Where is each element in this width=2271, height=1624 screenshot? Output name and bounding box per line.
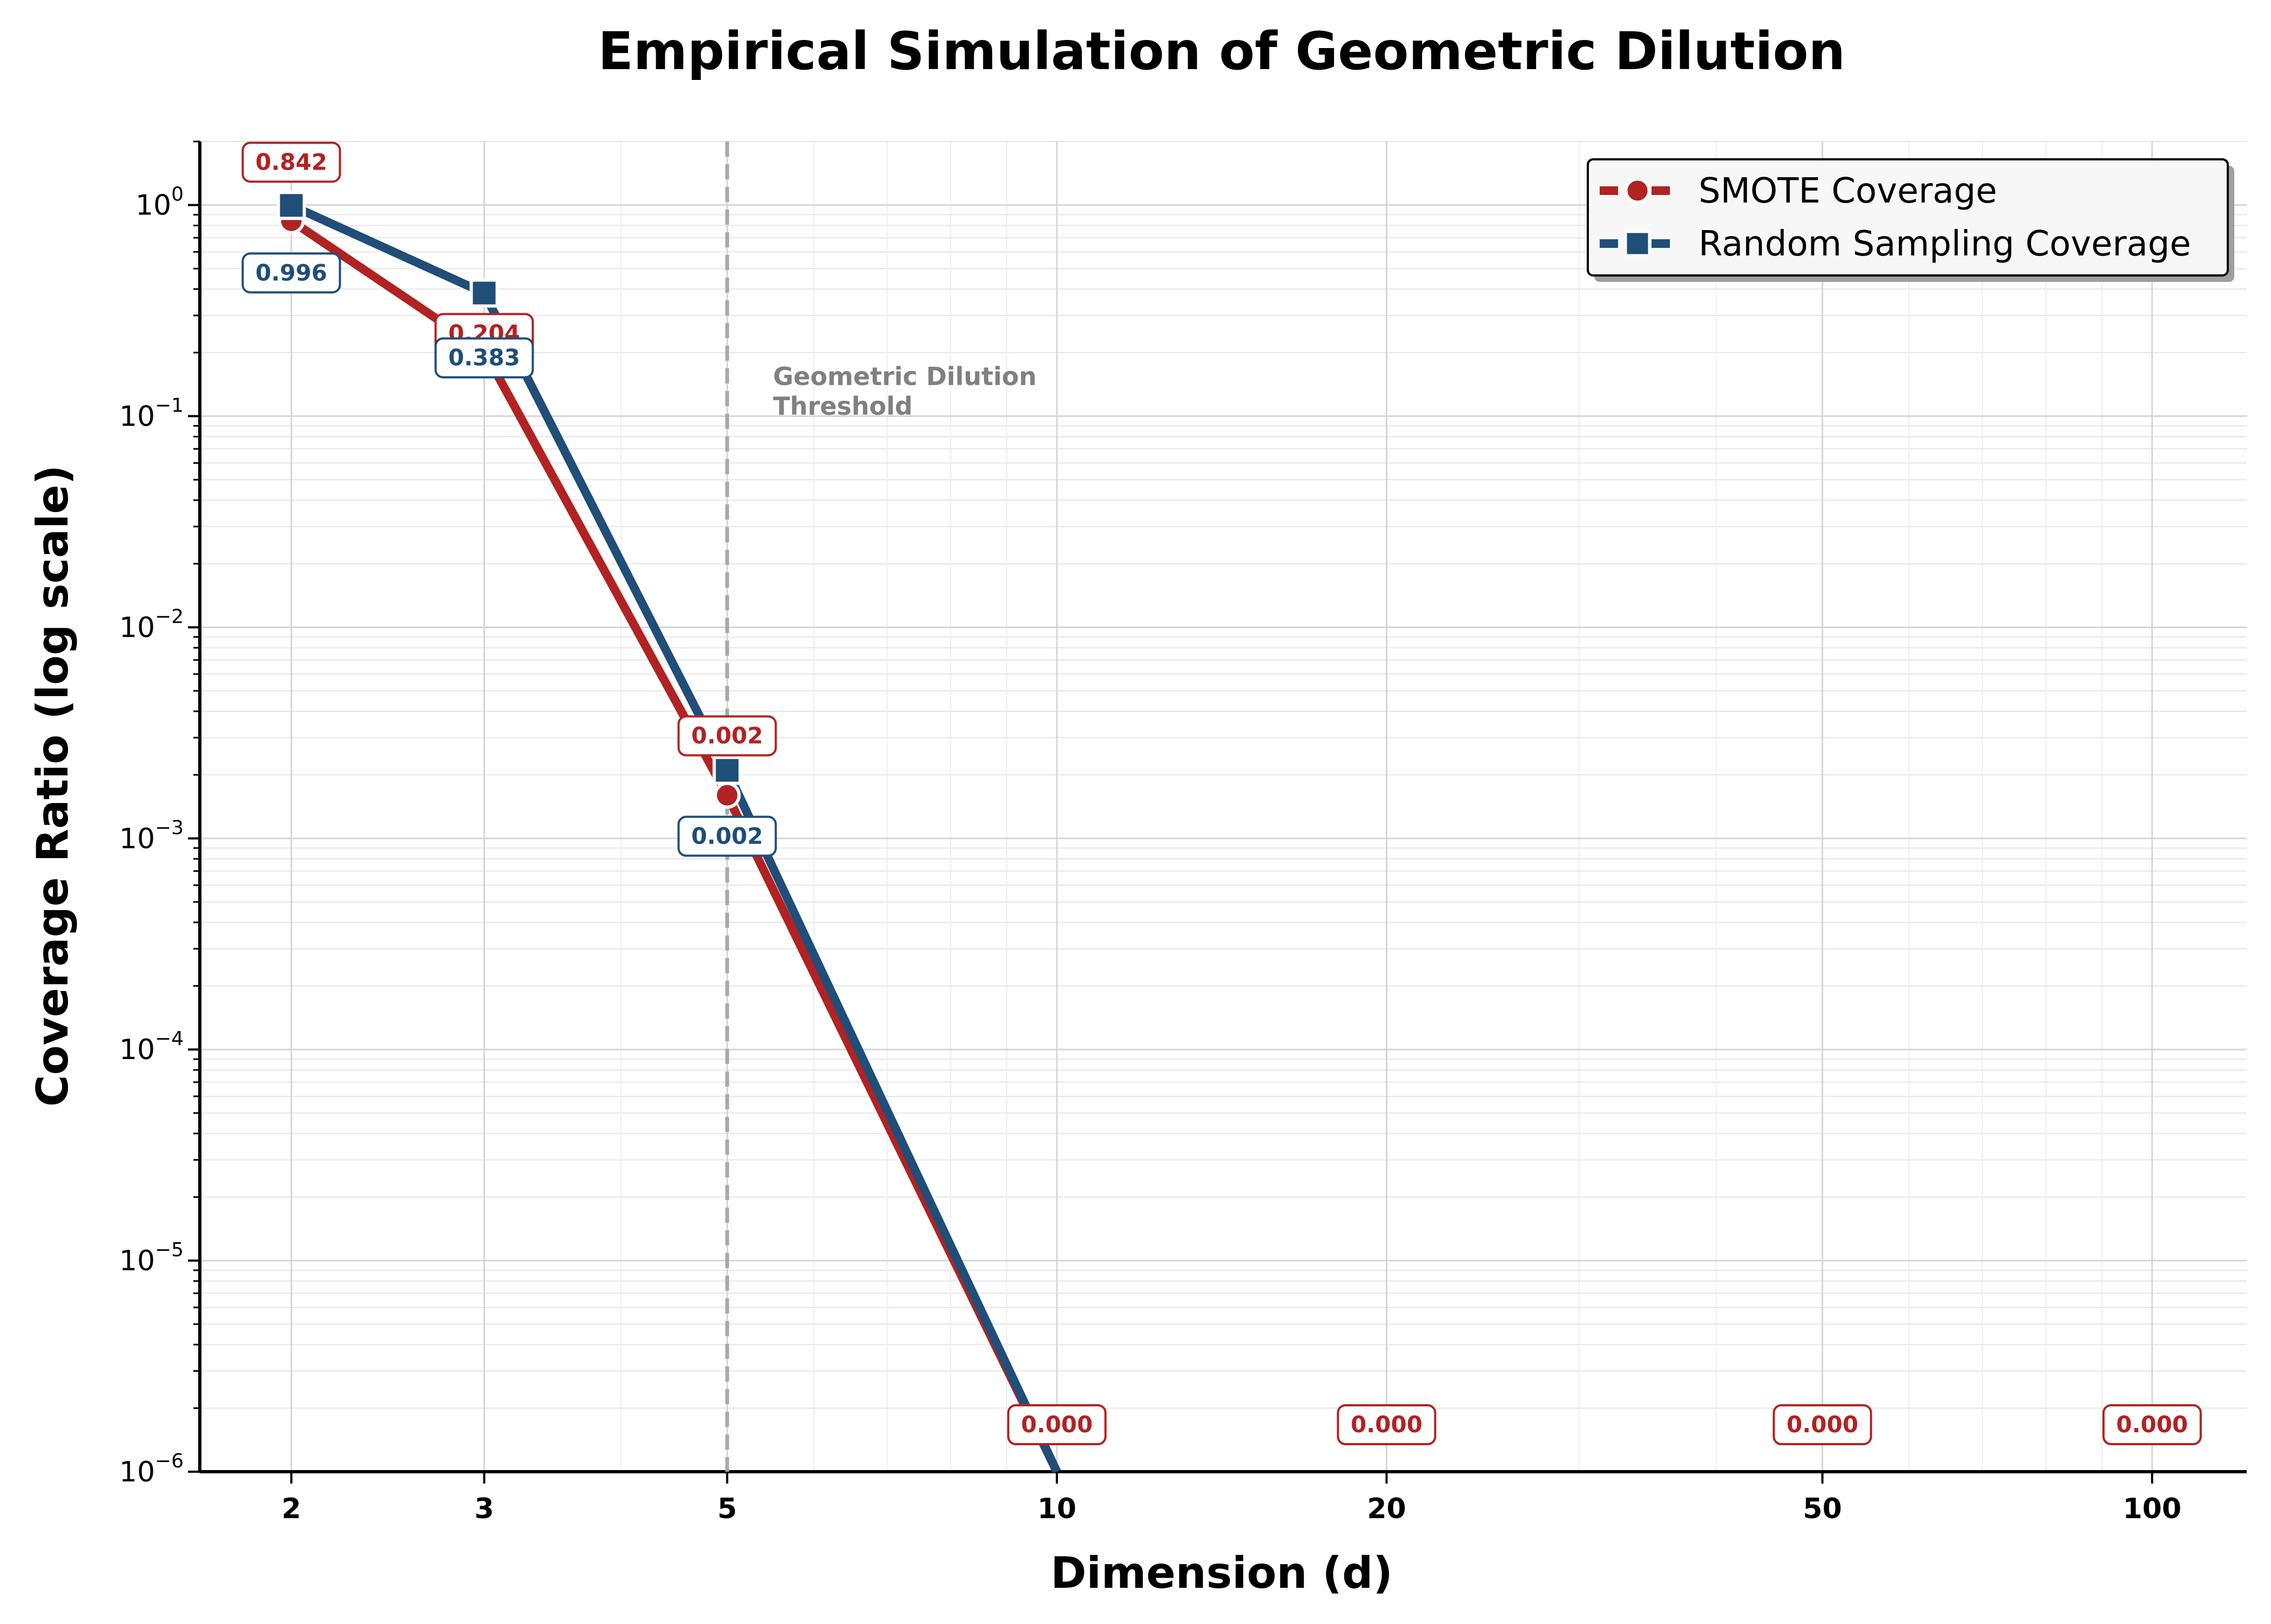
series-line: [288, 217, 1061, 1474]
legend-marker-square: [1624, 230, 1651, 257]
x-tick-label: 50: [1803, 1493, 1842, 1525]
data-label: 0.842: [255, 149, 327, 175]
data-label-box: [1337, 1404, 1437, 1445]
x-tick-label: 2: [281, 1493, 301, 1525]
data-label-box: [434, 337, 534, 379]
x-tick-label: 100: [2123, 1493, 2182, 1525]
y-tick-label: 10−2: [119, 605, 184, 644]
series-marker-square: [712, 756, 742, 785]
y-tick-label: 100: [136, 184, 184, 222]
data-label: 0.000: [2116, 1411, 2188, 1438]
legend-box: [1587, 158, 2229, 277]
x-tick-label: 10: [1037, 1493, 1076, 1525]
data-label: 0.383: [448, 345, 520, 371]
data-label-box: [677, 715, 777, 757]
data-label: 0.002: [691, 823, 763, 849]
data-label: 0.002: [691, 723, 763, 749]
x-tick-label: 3: [474, 1493, 494, 1525]
data-label-box: [1773, 1404, 1872, 1445]
series-marker-square: [277, 191, 306, 220]
data-label-box: [2102, 1404, 2202, 1445]
x-axis-label: Dimension (d): [1050, 1548, 1393, 1598]
x-tick-label: 20: [1367, 1493, 1406, 1525]
data-label: 0.000: [1351, 1411, 1423, 1438]
legend-entry-label: Random Sampling Coverage: [1699, 224, 2191, 264]
y-tick-label: 10−1: [119, 395, 184, 433]
series-marker-circle: [713, 781, 741, 809]
legend: SMOTE Coverage Random Sampling Coverage: [1587, 158, 2234, 282]
y-axis-label: Coverage Ratio (log scale): [28, 465, 78, 1107]
threshold-label: Geometric Dilution: [773, 362, 1036, 391]
threshold-label: Threshold: [773, 392, 912, 421]
data-label: 0.000: [1021, 1411, 1093, 1438]
x-tick-label: 5: [717, 1493, 737, 1525]
y-tick-label: 10−5: [119, 1239, 184, 1277]
data-label: 0.996: [255, 259, 327, 286]
data-label-box: [1007, 1404, 1107, 1445]
legend-marker-circle: [1625, 178, 1650, 204]
data-label-box: [677, 816, 777, 857]
series-marker-square: [469, 278, 499, 308]
y-tick-label: 10−4: [119, 1028, 184, 1066]
data-label: 0.000: [1787, 1411, 1858, 1438]
plot-area: 100 10−1 10−2 10−3 10−4 10−5 10−6 2 3 5 10 20 50 100 G…: [119, 140, 2247, 1525]
legend-entry-label: SMOTE Coverage: [1699, 171, 1997, 211]
y-tick-label: 10−3: [119, 817, 184, 855]
data-label-box: [241, 141, 341, 183]
y-tick-label: 10−6: [119, 1450, 184, 1488]
series-line: [289, 201, 1061, 1474]
data-label-box: [241, 252, 341, 294]
chart-title: Empirical Simulation of Geometric Diluti…: [598, 21, 1845, 82]
